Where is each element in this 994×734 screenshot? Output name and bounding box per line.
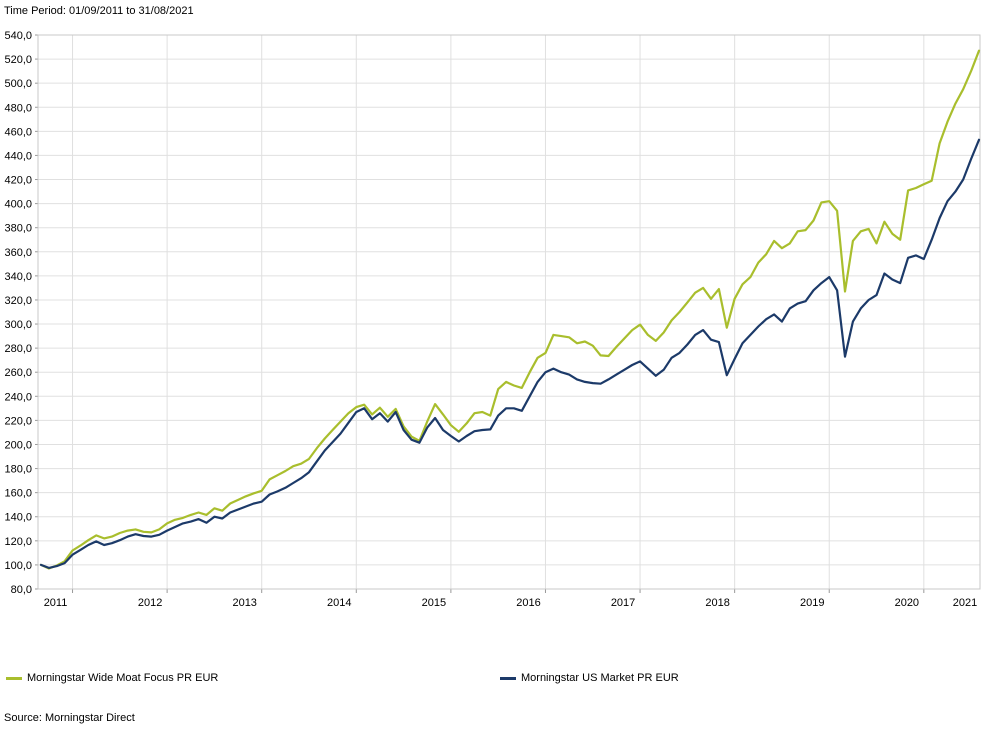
legend-label-us-market: Morningstar US Market PR EUR [521,672,679,684]
legend-label-wide-moat: Morningstar Wide Moat Focus PR EUR [27,672,219,684]
y-axis-label: 240,0 [4,391,32,403]
y-axis-label: 540,0 [4,30,32,42]
wide-moat-swatch-icon [6,676,22,680]
y-axis-label: 460,0 [4,126,32,138]
performance-chart: 540,0 520,0 500,0 480,0 460,0 440,0 420,0 400,0… [4,30,981,609]
x-axis-label: 2011 [44,597,68,609]
y-axis-label: 260,0 [4,367,32,379]
x-axis-label: 2019 [800,597,824,609]
legend-item-us-market: Morningstar US Market PR EUR [500,672,679,684]
y-axis-label: 520,0 [4,54,32,66]
y-axis-label: 180,0 [4,464,32,476]
y-axis-label: 420,0 [4,175,32,187]
y-axis-label: 400,0 [4,199,32,211]
y-axis-label: 320,0 [4,295,32,307]
y-axis-label: 100,0 [4,560,32,572]
y-axis-label: 160,0 [4,488,32,500]
wide-moat-line [39,49,981,570]
us-market-line [39,138,981,570]
chart-legend: Morningstar Wide Moat Focus PR EUR Morni… [0,670,994,690]
x-axis-label: 2013 [232,597,256,609]
us-market-swatch-icon [500,676,516,680]
y-axis-label: 280,0 [4,343,32,355]
y-axis-label: 300,0 [4,319,32,331]
y-axis-label: 200,0 [4,439,32,451]
y-axis-label: 360,0 [4,247,32,259]
y-axis-label: 380,0 [4,223,32,235]
y-axis-label: 140,0 [4,512,32,524]
y-axis-label: 80,0 [11,584,32,596]
legend-item-wide-moat: Morningstar Wide Moat Focus PR EUR [6,672,218,684]
y-axis-label: 220,0 [4,415,32,427]
x-axis-label: 2016 [516,597,540,609]
time-period-label: Time Period: 01/09/2011 to 31/08/2021 [4,5,194,17]
x-axis-label: 2012 [138,597,162,609]
x-axis-label: 2020 [895,597,919,609]
source-label: Source: Morningstar Direct [4,712,135,724]
x-axis-label: 2018 [705,597,729,609]
x-axis-label: 2021 [953,597,977,609]
y-axis-label: 500,0 [4,78,32,90]
x-axis-label: 2017 [611,597,635,609]
y-axis-label: 340,0 [4,271,32,283]
x-axis-label: 2015 [422,597,446,609]
plot-border [37,34,981,590]
y-axis-label: 440,0 [4,150,32,162]
x-axis-label: 2014 [327,597,351,609]
y-axis-label: 120,0 [4,536,32,548]
y-axis-label: 480,0 [4,102,32,114]
